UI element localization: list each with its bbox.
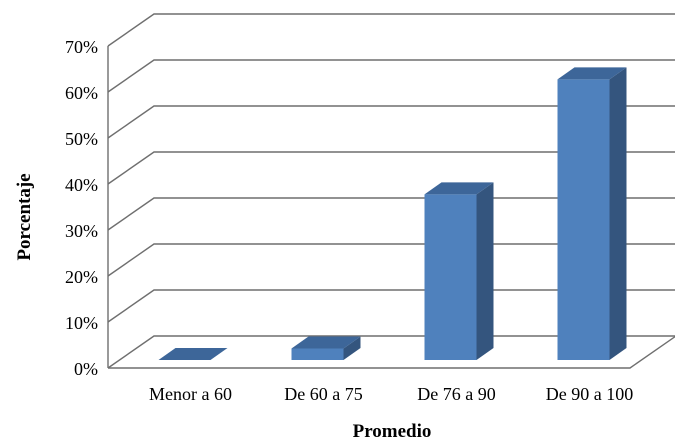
bar-front [291,348,344,360]
y-tick-label: 50% [65,129,98,149]
bar-side [476,182,494,360]
y-tick-label: 70% [65,37,98,57]
bar-side [343,336,361,360]
gridline [107,335,675,369]
y-tick-label: 60% [65,83,98,103]
gridlines [107,13,675,369]
y-tick-label: 10% [65,313,98,333]
x-tick-label: De 76 a 90 [417,384,495,404]
axes [107,46,675,369]
x-tick-label: De 90 a 100 [546,384,633,404]
bar [424,182,494,360]
y-axis-title: Porcentaje [14,173,35,260]
y-tick-labels: 0% 10% 20% 30% 40% 50% 60% 70% [65,37,98,379]
bar-top [557,67,627,80]
bar [291,336,361,360]
bar-top [291,336,361,349]
gridline [107,59,675,93]
bar [158,348,228,360]
gridline [107,289,675,323]
x-tick-label: De 60 a 75 [284,384,362,404]
y-tick-label: 20% [65,267,98,287]
bars [158,67,627,361]
y-tick-label: 30% [65,221,98,241]
gridline [107,105,675,139]
bar-top [424,182,494,195]
gridline [107,13,675,47]
y-tick-label: 0% [74,359,98,379]
y-tick-label: 40% [65,175,98,195]
gridline [107,243,675,277]
x-tick-labels: Menor a 60 De 60 a 75 De 76 a 90 De 90 a 10… [149,384,633,404]
gridline [107,197,675,231]
bar [557,67,627,361]
bar-side [609,67,627,361]
bar-top [158,348,228,360]
bar-front [424,194,477,360]
bar-front [557,79,610,361]
floor-edge [108,335,675,369]
x-tick-label: Menor a 60 [149,384,232,404]
gridline [107,151,675,185]
x-axis-title: Promedio [353,421,432,440]
